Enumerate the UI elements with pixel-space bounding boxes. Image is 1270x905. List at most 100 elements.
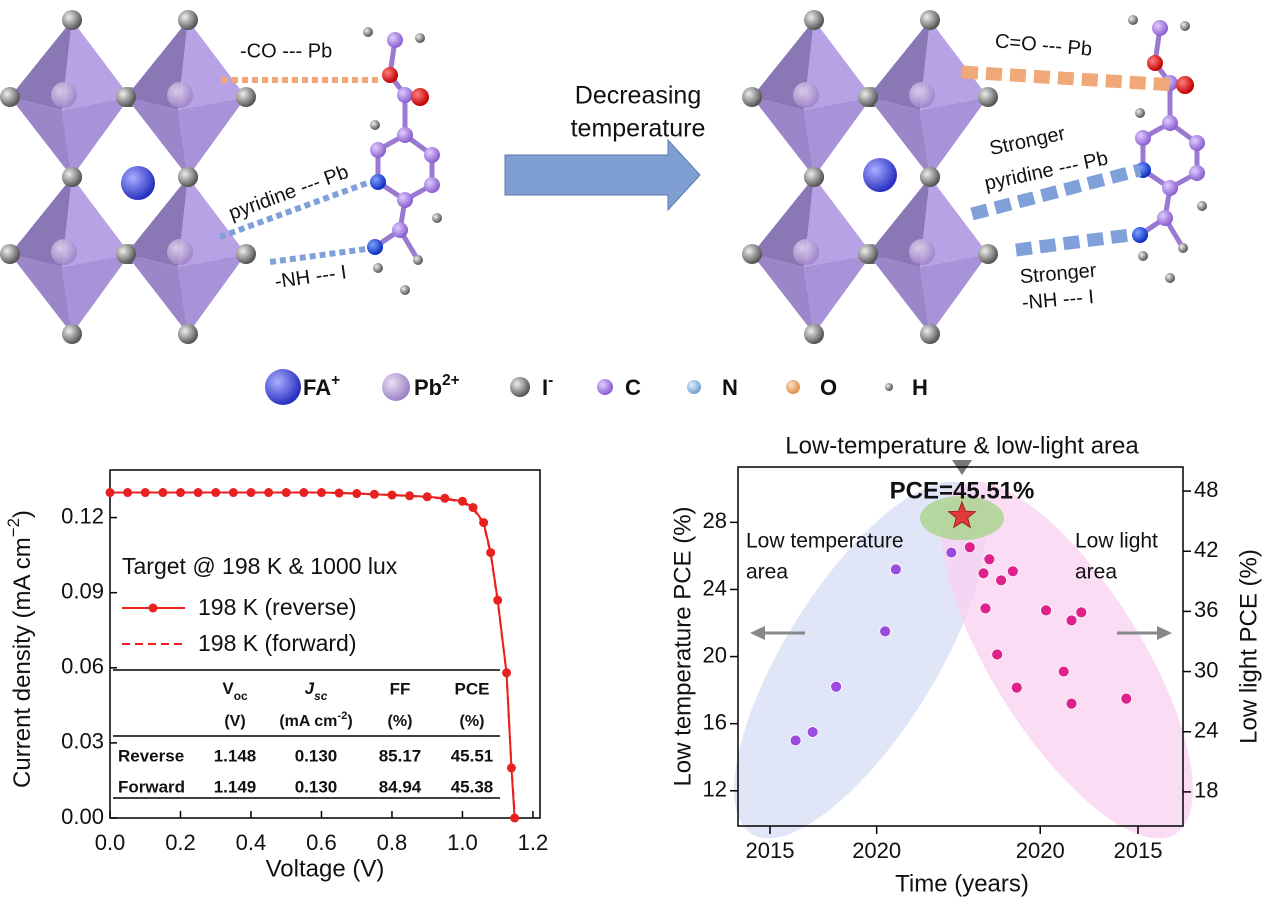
bond-label: -NH --- I <box>273 261 348 293</box>
x-axis-label: Voltage (V) <box>266 855 385 882</box>
table-unit: (%) <box>460 713 485 730</box>
bond-label: -NH --- I <box>1021 286 1095 314</box>
table-header-sub: oc <box>234 689 248 703</box>
y-axis-label-text: Current density (mA cm <box>9 537 36 788</box>
data-point <box>1040 604 1052 617</box>
arrow <box>504 138 701 212</box>
data-point <box>991 648 1004 661</box>
chart2-areas <box>734 460 1193 839</box>
data-point <box>889 563 902 576</box>
y2-tick-label: 18 <box>1194 778 1218 803</box>
table-cell: 0.130 <box>295 777 338 796</box>
plot-frame <box>109 469 541 819</box>
table-header: FF <box>390 679 411 698</box>
data-point <box>246 488 256 498</box>
bond-label: Stronger <box>1019 260 1098 289</box>
table-unit: (V) <box>224 713 245 730</box>
bond-label: -CO --- Pb <box>240 40 332 62</box>
legend-label-text: I <box>542 375 548 400</box>
legend-label-text: FA <box>303 375 331 400</box>
legend-label-sup: 2+ <box>442 372 460 389</box>
data-point <box>486 548 496 558</box>
x-tick-label: 2015 <box>746 838 795 863</box>
table-unit-sup: -2 <box>337 710 347 722</box>
legend-label-sup: - <box>548 372 553 389</box>
table-header-text: J <box>305 679 315 698</box>
y-tick-label: 0.09 <box>61 578 104 603</box>
legend-label: H <box>912 375 928 400</box>
legend-title: Target @ 198 K & 1000 lux <box>122 553 398 579</box>
table-cell: 0.130 <box>295 746 338 765</box>
table-cell: 85.17 <box>379 746 422 765</box>
table-cell: 84.94 <box>379 777 422 796</box>
data-point <box>387 490 397 500</box>
data-point <box>334 488 344 498</box>
y-axis-label: Low temperature PCE (%) <box>669 506 696 786</box>
table-header: Voc <box>222 679 248 703</box>
legend-label: 198 K (forward) <box>198 630 357 656</box>
x-tick-label: 2015 <box>1114 838 1163 863</box>
y-tick-label: 24 <box>703 575 727 600</box>
data-point <box>352 489 362 499</box>
table-header-sub: sc <box>314 689 328 703</box>
data-point <box>995 574 1008 587</box>
x-tick-label: 1.2 <box>518 830 549 855</box>
y-tick-label: 0.00 <box>61 804 104 829</box>
y2-tick-label: 48 <box>1194 477 1218 502</box>
data-point <box>1010 681 1023 694</box>
legend-label: FA+ <box>303 372 340 400</box>
y-tick-label: 20 <box>703 642 727 667</box>
data-point <box>299 488 309 498</box>
y2-tick-label: 30 <box>1194 657 1218 682</box>
legend-label: C <box>625 375 641 400</box>
table-cell: 45.38 <box>451 777 494 796</box>
y-axis-label-sup: −2 <box>4 518 23 537</box>
y-tick-label: 0.12 <box>61 503 104 528</box>
y-tick-label: 28 <box>703 508 727 533</box>
area-label: Low temperature <box>746 530 904 553</box>
legend-label: O <box>820 375 837 400</box>
series-line <box>110 491 516 819</box>
data-point <box>1065 614 1078 627</box>
highlight-label: PCE=45.51% <box>890 477 1035 504</box>
table-unit: (%) <box>388 713 413 730</box>
data-point <box>1075 606 1088 619</box>
table-unit-end: ) <box>347 713 352 730</box>
data-point <box>830 680 843 693</box>
arrow-label: temperature <box>571 115 706 143</box>
area-label: area <box>746 561 788 584</box>
x-tick-label: 1.0 <box>447 830 478 855</box>
x-tick-label: 2020 <box>1016 838 1065 863</box>
data-point <box>1057 665 1070 678</box>
legend-label-text: Pb <box>414 375 442 400</box>
data-point <box>945 546 958 559</box>
data-point <box>977 567 990 580</box>
x-tick-label: 0.2 <box>165 830 196 855</box>
table-header-text: V <box>222 679 234 698</box>
y2-axis-label: Low light PCE (%) <box>1235 549 1262 744</box>
y-axis-label: Current density (mA cm−2) <box>4 510 36 788</box>
table-cell: 1.148 <box>214 746 257 765</box>
highlight-star <box>947 500 977 529</box>
data-point <box>1065 697 1078 710</box>
bond-label: Stronger <box>988 123 1068 161</box>
table-cell: Forward <box>118 777 185 796</box>
data-point <box>140 488 150 498</box>
legend-label: 198 K (reverse) <box>198 594 357 620</box>
plot-frame <box>737 466 1184 827</box>
table-cell: Reverse <box>118 746 184 765</box>
structure-left <box>0 10 442 344</box>
area-label: area <box>1075 561 1117 584</box>
y2-tick-label: 36 <box>1194 597 1218 622</box>
table-cell: 1.149 <box>214 777 257 796</box>
x-tick-label: 0.0 <box>95 830 126 855</box>
x-axis-label: Time (years) <box>895 870 1029 897</box>
y2-tick-label: 42 <box>1194 537 1218 562</box>
y-tick-label: 16 <box>703 709 727 734</box>
legend-icons <box>265 369 893 405</box>
data-point <box>806 726 819 738</box>
data-point <box>789 734 802 747</box>
structure-right <box>742 10 1207 344</box>
chart-title: Low-temperature & low-light area <box>785 432 1139 459</box>
arrow-label: Decreasing <box>575 82 701 110</box>
